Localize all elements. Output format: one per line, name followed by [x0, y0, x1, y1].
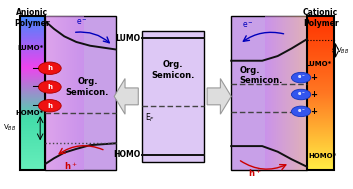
- Circle shape: [292, 89, 311, 100]
- Text: h: h: [47, 84, 52, 90]
- Text: e$^-$: e$^-$: [241, 20, 253, 30]
- Text: +: +: [310, 107, 317, 116]
- Bar: [19, 16, 45, 170]
- Text: +: +: [310, 90, 317, 99]
- Bar: [231, 16, 307, 170]
- Bar: [45, 16, 116, 170]
- Text: V$_{BB}$: V$_{BB}$: [336, 45, 349, 56]
- Text: h$^+$: h$^+$: [64, 160, 78, 172]
- Text: Cationic
Polymer: Cationic Polymer: [303, 8, 339, 28]
- Text: Org.
Semicon.: Org. Semicon.: [151, 60, 195, 80]
- Circle shape: [292, 106, 311, 117]
- Bar: [307, 16, 335, 170]
- Text: HOMO: HOMO: [113, 150, 140, 159]
- Text: LUMO: LUMO: [115, 34, 140, 43]
- Text: −: −: [31, 64, 38, 73]
- Polygon shape: [114, 79, 138, 114]
- Circle shape: [38, 62, 61, 74]
- Circle shape: [38, 81, 61, 93]
- Text: h$^+$: h$^+$: [249, 167, 262, 179]
- Text: Anionic
Polymer: Anionic Polymer: [14, 8, 50, 28]
- Text: h: h: [47, 103, 52, 109]
- Text: HOMO*: HOMO*: [16, 110, 44, 116]
- Text: HOMO*: HOMO*: [309, 153, 337, 159]
- Text: Org.
Semicon.: Org. Semicon.: [240, 66, 283, 85]
- Text: h: h: [47, 65, 52, 71]
- Circle shape: [292, 72, 311, 83]
- Text: E$_F$: E$_F$: [145, 112, 155, 124]
- Text: −: −: [31, 101, 38, 110]
- Text: e$^-$: e$^-$: [297, 91, 305, 98]
- Text: LUMO*: LUMO*: [305, 61, 331, 67]
- Text: Org.
Semicon.: Org. Semicon.: [66, 77, 109, 97]
- Text: +: +: [310, 73, 317, 82]
- Text: e$^-$: e$^-$: [297, 74, 305, 81]
- Bar: [142, 31, 204, 162]
- Polygon shape: [207, 79, 231, 114]
- Circle shape: [38, 100, 61, 112]
- Text: V$_{BB}$: V$_{BB}$: [3, 123, 16, 133]
- Text: LUMO*: LUMO*: [17, 45, 44, 51]
- Text: −: −: [31, 82, 38, 91]
- Text: e$^-$: e$^-$: [297, 108, 305, 115]
- Text: e$^-$: e$^-$: [76, 18, 88, 27]
